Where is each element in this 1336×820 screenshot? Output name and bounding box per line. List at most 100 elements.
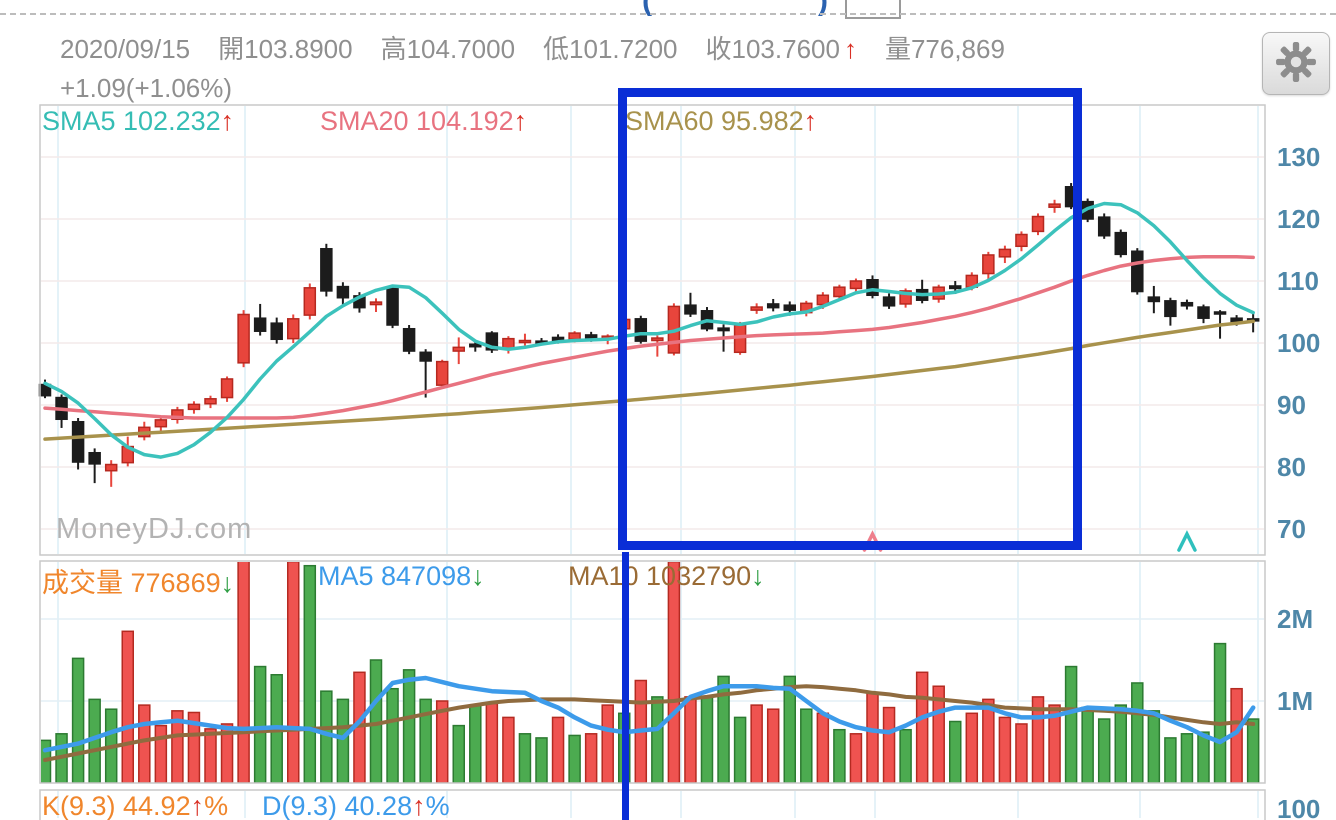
candle-body [220,378,234,399]
volume-axis-tick: 2M [1277,604,1313,634]
volume-ma10-line [43,684,1256,762]
volume-bar [518,733,532,783]
pane-border [39,104,1266,556]
candle-body [419,351,432,362]
candle-body [270,322,283,341]
volume-axis-tick: 1M [1277,686,1313,716]
candle-body [1197,306,1210,319]
candle-body [899,290,912,305]
quote-volume: 量776,869 [884,34,1005,64]
candle-body [634,318,648,342]
volume-bar [138,704,151,783]
candle-body [237,313,250,364]
volume-bar [915,671,929,783]
quote-bar: 2020/09/15 開103.8900 高104.7000 低101.7200… [60,30,1005,108]
volume-bar [882,706,896,783]
candle-body [1031,215,1045,233]
volume-bar [1164,737,1177,783]
volume-bar [667,562,681,783]
candle-body [866,279,879,297]
candle-body [303,287,317,316]
clipped-title-fragment-left: ( [642,0,652,17]
volume-bar [965,712,979,783]
settings-button[interactable] [1262,32,1330,95]
kd-axis-tick: 100 [1277,794,1320,820]
candle-body [320,248,333,292]
candle-body [1064,186,1078,208]
volume-bar [121,630,134,783]
kd-pane [40,790,1265,820]
candle-body [1097,216,1111,237]
volume-bar [1081,706,1094,783]
volume-bar [800,708,813,783]
volume-bar [1097,718,1111,783]
candle-body [1180,301,1194,307]
candle-body [1164,300,1177,318]
candle-body [402,327,416,352]
candle-body [618,318,631,330]
volume-bar [1031,696,1045,783]
volume-ma5-line [42,675,1256,753]
candle-body [651,337,664,342]
top-dashed-divider [0,13,1336,15]
candle-body [71,420,85,463]
volume-bar [584,733,598,783]
candle-body [336,285,350,299]
candle-body [982,254,995,275]
candle-body [1114,231,1127,256]
sma20-line [43,255,1255,420]
volume-bar [1180,733,1194,783]
candle-body [518,339,532,344]
watermark: MoneyDJ.com [56,513,253,545]
candle-body [783,304,796,311]
candle-body [104,463,118,472]
pane-border [39,560,1266,784]
volume-bar [1147,710,1161,783]
volume-bar [833,728,846,783]
volume-bar [1114,704,1127,783]
volume-bar [220,723,234,783]
volume-bar [435,700,449,783]
volume-bar [651,696,664,783]
volume-bar [1197,731,1210,783]
volume-bar [899,728,912,783]
candle-body [882,296,896,307]
volume-bar [535,737,548,783]
candle-body [287,318,300,340]
volume-bar [452,724,465,783]
volume-bar [469,704,482,783]
gear-icon [1275,41,1317,86]
candle-body [187,403,201,411]
candle-body [998,248,1012,258]
candle-body [684,304,697,315]
candle-body [171,409,184,421]
volume-bar [618,712,631,783]
volume-bar [320,690,333,783]
volume-bar [336,698,350,783]
candle-body [1147,296,1161,303]
volume-bar [502,716,515,783]
candle-body [435,360,449,386]
quote-date: 2020/09/15 [60,34,191,64]
quote-change: +1.09(+1.06%) [60,73,233,103]
quote-close: 收103.7600 [705,34,840,64]
volume-bar [982,698,995,783]
candle-body [369,301,383,306]
candle-body [154,419,168,428]
sma60-line [43,319,1255,441]
volume-bar [1064,665,1078,783]
price-axis-tick: 110 [1277,266,1319,296]
volume-bar [253,665,267,783]
price-axis-tick: 130 [1277,142,1320,172]
candle-body [949,285,962,290]
volume-bar [154,724,168,783]
volume-bar [849,733,863,783]
quote-open: 開103.8900 [218,34,353,64]
volume-bar [568,734,581,783]
candle-body [253,317,267,332]
volume-bar [816,712,830,783]
volume-bar [783,675,796,783]
price-axis-tick: 70 [1277,514,1306,544]
